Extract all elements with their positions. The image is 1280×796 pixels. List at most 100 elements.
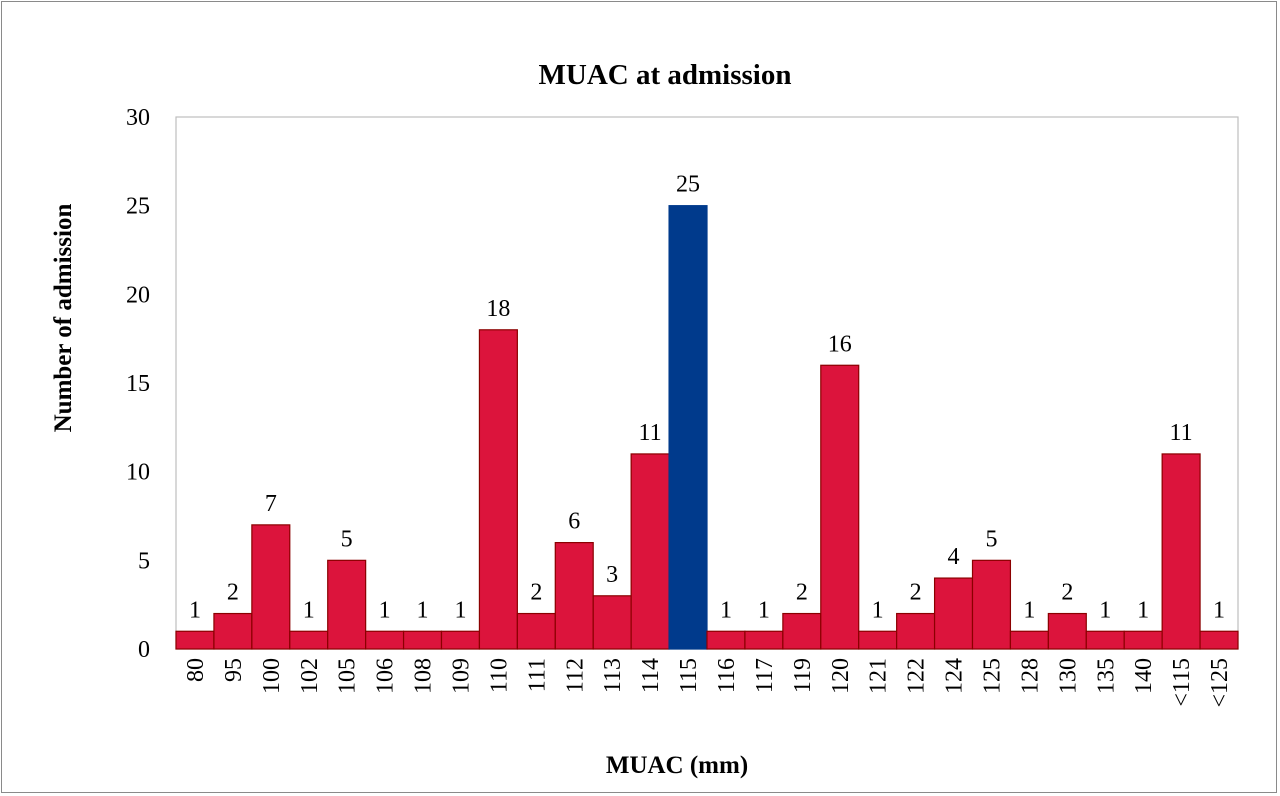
x-tick-label: 116 [714, 658, 740, 693]
x-tick-label: 125 [979, 658, 1005, 694]
x-tick-label: 120 [828, 658, 854, 694]
data-label: 25 [676, 172, 700, 198]
bar-116 [706, 630, 746, 650]
data-label: 4 [948, 544, 960, 570]
x-tick-label: 140 [1131, 658, 1157, 694]
data-label: 2 [530, 580, 542, 606]
data-label: 2 [1061, 580, 1073, 606]
data-label: 5 [985, 526, 997, 552]
x-axis-ticks: 80 95 100 102 105 106 108 109 110 111 112 113 114 115… [183, 658, 1233, 708]
x-tick-label: 100 [259, 658, 285, 694]
data-label: 2 [227, 580, 239, 606]
data-label: 1 [872, 597, 884, 623]
data-label: 1 [1023, 597, 1035, 623]
x-tick-label: <115 [1169, 658, 1195, 707]
chart-title: MUAC at admission [539, 59, 792, 91]
bar-122 [896, 612, 936, 650]
x-tick-label: 109 [448, 658, 474, 694]
bar-110 [478, 329, 518, 650]
bar-<125 [1199, 630, 1239, 650]
data-label: 1 [379, 597, 391, 623]
data-label: 11 [639, 420, 662, 446]
y-tick-label: 25 [126, 194, 150, 220]
bars-group [175, 205, 1239, 650]
x-tick-label: 95 [221, 658, 247, 682]
bar-115 [668, 205, 708, 650]
x-tick-label: 119 [790, 658, 816, 693]
data-label: 1 [189, 597, 201, 623]
data-label: 7 [265, 491, 277, 517]
x-tick-label: 111 [524, 658, 550, 692]
data-label: 5 [341, 526, 353, 552]
bar-121 [858, 630, 898, 650]
bar-113 [592, 595, 632, 650]
y-axis-label: Number of admission [50, 204, 77, 433]
y-tick-label: 15 [126, 371, 150, 397]
bar-117 [744, 630, 784, 650]
bar-119 [782, 612, 822, 650]
bar-95 [213, 612, 253, 650]
x-tick-label: 102 [297, 658, 323, 694]
x-tick-label: 110 [486, 658, 512, 693]
bar-112 [554, 541, 594, 650]
y-tick-label: 10 [126, 460, 150, 486]
data-label: 11 [1170, 420, 1193, 446]
bar-120 [820, 364, 860, 650]
bar-111 [516, 612, 556, 650]
x-axis-label: MUAC (mm) [606, 752, 748, 779]
bar-106 [365, 630, 405, 650]
x-tick-label: 105 [335, 658, 361, 694]
x-tick-label: 113 [600, 658, 626, 693]
data-label: 1 [454, 597, 466, 623]
x-tick-label: 112 [562, 658, 588, 693]
y-tick-label: 30 [126, 105, 150, 131]
data-label: 1 [417, 597, 429, 623]
bar-105 [327, 559, 367, 650]
x-tick-label: 80 [183, 658, 209, 682]
x-tick-label: 135 [1093, 658, 1119, 694]
bar-109 [440, 630, 481, 650]
bar-114 [630, 453, 670, 650]
bar-135 [1085, 630, 1125, 650]
x-tick-label: 106 [373, 658, 399, 694]
data-label: 3 [606, 562, 618, 588]
data-label: 1 [758, 597, 770, 623]
data-label: 1 [1213, 597, 1225, 623]
data-label: 16 [828, 331, 852, 357]
y-axis-ticks: 0 5 10 15 20 25 30 [126, 105, 150, 663]
data-label: 2 [796, 580, 808, 606]
x-tick-label: 114 [638, 658, 664, 693]
bar-124 [933, 577, 974, 650]
bar-100 [251, 524, 291, 650]
bar-<115 [1161, 453, 1201, 650]
x-tick-label: 117 [752, 658, 778, 693]
x-tick-label: 128 [1017, 658, 1043, 694]
x-tick-label: 121 [866, 658, 892, 694]
bar-108 [402, 630, 443, 650]
data-label: 1 [720, 597, 732, 623]
bar-80 [175, 630, 215, 650]
x-tick-label: 115 [676, 658, 702, 693]
y-tick-label: 0 [138, 637, 150, 663]
y-tick-label: 20 [126, 282, 150, 308]
bar-130 [1047, 612, 1087, 650]
data-label: 1 [1137, 597, 1149, 623]
x-tick-label: 124 [942, 658, 968, 694]
x-tick-label: 108 [411, 658, 437, 694]
data-label: 1 [1099, 597, 1111, 623]
x-tick-label: 122 [904, 658, 930, 694]
data-label: 2 [910, 580, 922, 606]
data-label: 1 [303, 597, 315, 623]
x-tick-label: 130 [1055, 658, 1081, 694]
x-tick-label: <125 [1207, 658, 1233, 708]
data-label: 6 [568, 509, 580, 535]
bar-125 [971, 559, 1012, 650]
data-label: 18 [486, 296, 510, 322]
bar-140 [1123, 630, 1163, 650]
bar-102 [289, 630, 329, 650]
bar-128 [1009, 630, 1049, 650]
y-tick-label: 5 [138, 548, 150, 574]
